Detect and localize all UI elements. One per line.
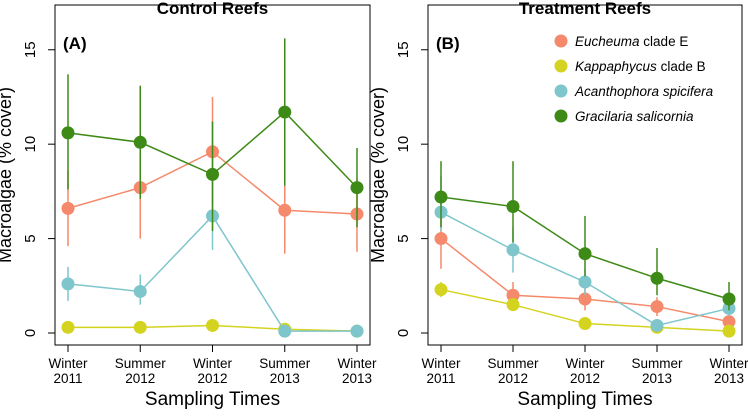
legend-entry: Acanthophora spicifera	[574, 84, 714, 99]
series-gracilaria	[61, 38, 364, 232]
series-eucheuma	[434, 208, 736, 329]
data-point	[434, 232, 448, 246]
panel-title: Treatment Reefs	[519, 0, 651, 18]
x-tick-label: 2013	[642, 371, 672, 386]
x-tick-label: Summer	[631, 356, 683, 371]
panel-treatment: Treatment Reefs (B) 0 5 10 15 Macroalgae (% co…	[368, 0, 748, 410]
y-tick-label: 10	[22, 136, 39, 153]
panel-label: (B)	[436, 34, 460, 53]
data-point	[61, 126, 75, 140]
data-point	[578, 292, 592, 306]
legend-marker	[554, 59, 568, 73]
x-tick-label: 2013	[714, 371, 744, 386]
data-point	[61, 320, 75, 334]
x-tick-label: Summer	[115, 356, 167, 371]
x-tick-label: Winter	[709, 356, 748, 371]
y-tick-label: 0	[395, 329, 412, 337]
data-point	[506, 298, 520, 312]
legend-italic-name: Eucheuma	[575, 34, 640, 49]
data-point	[722, 324, 736, 338]
y-tick-label: 5	[395, 234, 412, 242]
panel-label: (A)	[63, 34, 87, 53]
x-tick-label: Winter	[421, 356, 461, 371]
data-point	[434, 283, 448, 297]
x-tick-label: Winter	[565, 356, 605, 371]
panel-title: Control Reefs	[157, 0, 268, 18]
legend-marker	[554, 109, 568, 123]
data-point	[61, 201, 75, 215]
data-point	[133, 284, 147, 298]
series-kappaphycus	[61, 318, 364, 338]
x-tick-label: 2011	[426, 371, 455, 386]
y-tick-label: 15	[22, 41, 39, 58]
x-tick-label: Winter	[48, 356, 88, 371]
x-tick-label: Summer	[259, 356, 311, 371]
x-tick-label: Winter	[337, 356, 377, 371]
x-tick-label: 2011	[53, 371, 82, 386]
panel-control: Control Reefs (A) 0 5 10 15 Macroalgae (% cove…	[0, 0, 377, 410]
data-point	[206, 167, 219, 181]
data-point	[278, 105, 292, 119]
y-axis-label: Macroalgae (% cover)	[368, 87, 388, 263]
x-tick-label: 2013	[270, 371, 300, 386]
legend-plain-name: clade B	[657, 59, 706, 74]
y-tick-label: 10	[395, 136, 412, 153]
legend-italic-name: Acanthophora spicifera	[574, 84, 714, 99]
data-point	[278, 203, 292, 217]
x-tick-label: 2012	[125, 371, 155, 386]
x-tick-label: Summer	[487, 356, 539, 371]
legend-marker	[554, 84, 568, 98]
x-tick-label: 2012	[570, 371, 600, 386]
y-tick-label: 0	[22, 329, 39, 337]
data-point	[722, 315, 736, 329]
data-point	[506, 243, 520, 257]
data-point	[206, 318, 219, 332]
legend-italic-name: Gracilaria salicornia	[575, 109, 694, 124]
y-tick-label: 5	[22, 234, 39, 242]
legend-entry: Kappaphycus clade B	[575, 59, 706, 74]
data-point	[133, 135, 147, 149]
legend: Eucheuma clade E Kappaphycus clade B Acant…	[554, 34, 714, 124]
y-axis-label: Macroalgae (% cover)	[0, 87, 15, 263]
data-point	[350, 181, 364, 195]
data-point	[650, 271, 664, 285]
data-point	[133, 320, 147, 334]
data-point	[506, 288, 520, 302]
x-tick-label: 2012	[197, 371, 227, 386]
data-point	[578, 247, 592, 261]
x-tick-label: 2013	[342, 371, 372, 386]
data-point	[650, 318, 664, 332]
data-point	[506, 199, 520, 213]
data-point	[61, 277, 75, 291]
x-tick-label: 2012	[498, 371, 528, 386]
data-point	[278, 324, 292, 338]
data-point	[650, 300, 664, 314]
y-tick-label: 15	[395, 41, 412, 58]
x-axis-label: Sampling Times	[517, 389, 652, 410]
legend-italic-name: Kappaphycus	[575, 59, 657, 74]
series-gracilaria	[434, 161, 736, 311]
data-point	[578, 275, 592, 289]
x-axis-label: Sampling Times	[145, 389, 280, 410]
data-point	[722, 292, 736, 306]
data-point	[434, 190, 448, 204]
legend-entry: Eucheuma clade E	[575, 34, 688, 49]
legend-marker	[554, 34, 568, 48]
data-point	[578, 317, 592, 331]
x-tick-label: Winter	[193, 356, 233, 371]
legend-plain-name: clade E	[640, 34, 689, 49]
data-point	[350, 324, 364, 338]
legend-entry: Gracilaria salicornia	[575, 109, 694, 124]
